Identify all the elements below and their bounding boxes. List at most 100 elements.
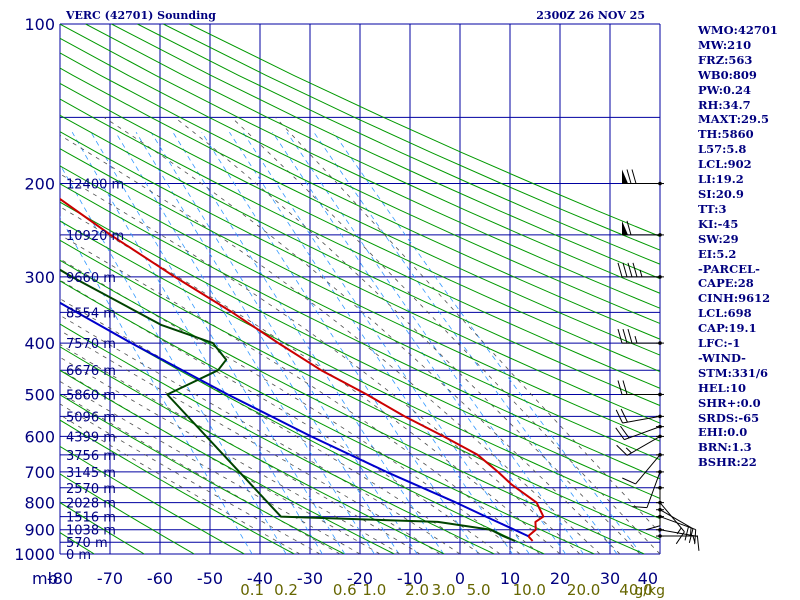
mixing-ratio-line: [229, 131, 513, 554]
height-label: 1516 m: [66, 511, 116, 526]
dry-adiabat-line: [60, 37, 660, 325]
index-value: HEL:10: [698, 380, 746, 395]
height-label: 570 m: [66, 536, 108, 551]
height-label: 3145 m: [66, 466, 116, 481]
dry-adiabat-line: [60, 201, 660, 499]
height-label: 2570 m: [66, 482, 116, 497]
mixing-ratio-line: [286, 131, 584, 554]
temperature-tick-label: 40: [638, 569, 658, 588]
pressure-tick-label: 900: [24, 521, 55, 540]
wind-barb: [615, 408, 664, 424]
index-value: SW:29: [698, 231, 739, 246]
dry-adiabat-line: [60, 183, 660, 480]
mixing-ratio-lines: [60, 131, 642, 554]
mixing-ratio-line: [332, 131, 642, 554]
wind-barb: [656, 534, 698, 544]
mixing-ratio-label: 20.0: [567, 581, 600, 599]
index-value: -PARCEL-: [698, 261, 760, 276]
skewt-grid: [59, 23, 661, 555]
dry-adiabat-line: [60, 419, 295, 554]
dry-adiabat-line: [60, 259, 645, 554]
index-value: SHR+:0.0: [698, 395, 761, 410]
wind-barb-column: [615, 169, 700, 551]
wind-barb: [617, 328, 664, 345]
dry-adiabat-line: [60, 220, 660, 520]
index-value: WB0:809: [698, 67, 757, 82]
dry-adiabat-line: [60, 369, 395, 554]
index-value: MAXT:29.5: [698, 112, 769, 127]
mixing-ratio-line: [60, 163, 287, 554]
index-value: TH:5860: [698, 127, 754, 142]
mixing-ratio-line: [272, 131, 567, 554]
moist-adiabat-line: [231, 117, 660, 554]
moist-adiabat-line: [60, 356, 401, 554]
dry-adiabat-line: [60, 394, 345, 554]
dry-adiabat-line: [60, 502, 145, 554]
dry-adiabat-line: [60, 131, 660, 424]
index-value: CINH:9612: [698, 291, 771, 306]
index-value: BSHR:22: [698, 455, 757, 470]
index-value: KI:-45: [698, 216, 739, 231]
index-value: -WIND-: [698, 350, 746, 365]
height-label: 1038 m: [66, 524, 116, 539]
mixing-ratio-label: 1.0: [362, 581, 386, 599]
mixing-ratio-label: 2.0: [405, 581, 429, 599]
height-label: 0 m: [66, 548, 91, 563]
index-value: EI:5.2: [698, 246, 737, 261]
observation-time: 2300Z 26 NOV 25: [536, 9, 645, 22]
mixing-ratio-label: 10.0: [513, 581, 546, 599]
wind-barb: [617, 380, 664, 397]
dry-adiabat-line: [60, 82, 660, 373]
pressure-unit-label: mb: [32, 569, 58, 588]
moist-adiabat-line: [60, 403, 321, 554]
dry-adiabat-line: [111, 24, 660, 280]
dry-adiabat-line: [60, 114, 660, 407]
height-label: 5096 m: [66, 410, 116, 425]
height-label: 3756 m: [66, 449, 116, 464]
mixing-ratio-unit-label: g/kg: [634, 583, 665, 599]
index-value: SI:20.9: [698, 186, 744, 201]
mixing-ratio-line: [135, 131, 400, 554]
temperature-profile-line: [60, 197, 545, 542]
temperature-tick-label: 0: [455, 569, 465, 588]
mixing-ratio-line: [71, 132, 323, 554]
mixing-ratio-label: 0.1: [240, 581, 264, 599]
dry-adiabat-line: [60, 148, 660, 442]
pressure-tick-label: 700: [24, 463, 55, 482]
index-value: TT:3: [698, 201, 727, 216]
index-value: WMO:42701: [698, 23, 778, 37]
height-label: 2028 m: [66, 497, 116, 512]
wind-barb: [622, 220, 664, 237]
pressure-tick-label: 300: [24, 268, 55, 287]
temperature-tick-label: -60: [147, 569, 173, 588]
pressure-tick-label: 500: [24, 385, 55, 404]
dry-adiabat-line: [85, 24, 660, 294]
temperature-tick-label: -20: [347, 569, 373, 588]
dry-adiabat-line: [60, 98, 660, 389]
mixing-ratio-label: 5.0: [467, 581, 491, 599]
wind-barb: [622, 169, 664, 186]
index-value: BRN:1.3: [698, 440, 752, 455]
dry-adiabats: [60, 24, 660, 554]
mixing-ratio-label: 40.0: [619, 581, 652, 599]
temperature-tick-label: 20: [550, 569, 570, 588]
temperature-tick-label: -80: [47, 569, 73, 588]
index-value: CAPE:28: [698, 276, 754, 291]
wind-barb: [615, 424, 664, 441]
index-value: PW:0.24: [698, 82, 752, 97]
height-label: 5860 m: [66, 388, 116, 403]
pressure-tick-label: 1000: [14, 545, 55, 564]
dewpoint-profile-line: [60, 268, 516, 542]
height-label: 12400 m: [66, 178, 124, 193]
temperature-tick-label: -70: [97, 569, 123, 588]
mixing-ratio-line: [150, 131, 418, 554]
dry-adiabat-line: [137, 24, 660, 265]
dry-adiabat-line: [60, 280, 595, 554]
dry-adiabat-line: [60, 165, 660, 461]
dry-adiabat-line: [60, 301, 545, 554]
index-value: CAP:19.1: [698, 321, 757, 336]
dry-adiabat-line: [60, 67, 660, 356]
moist-adiabat-line: [103, 116, 621, 554]
pressure-tick-label: 800: [24, 494, 55, 513]
